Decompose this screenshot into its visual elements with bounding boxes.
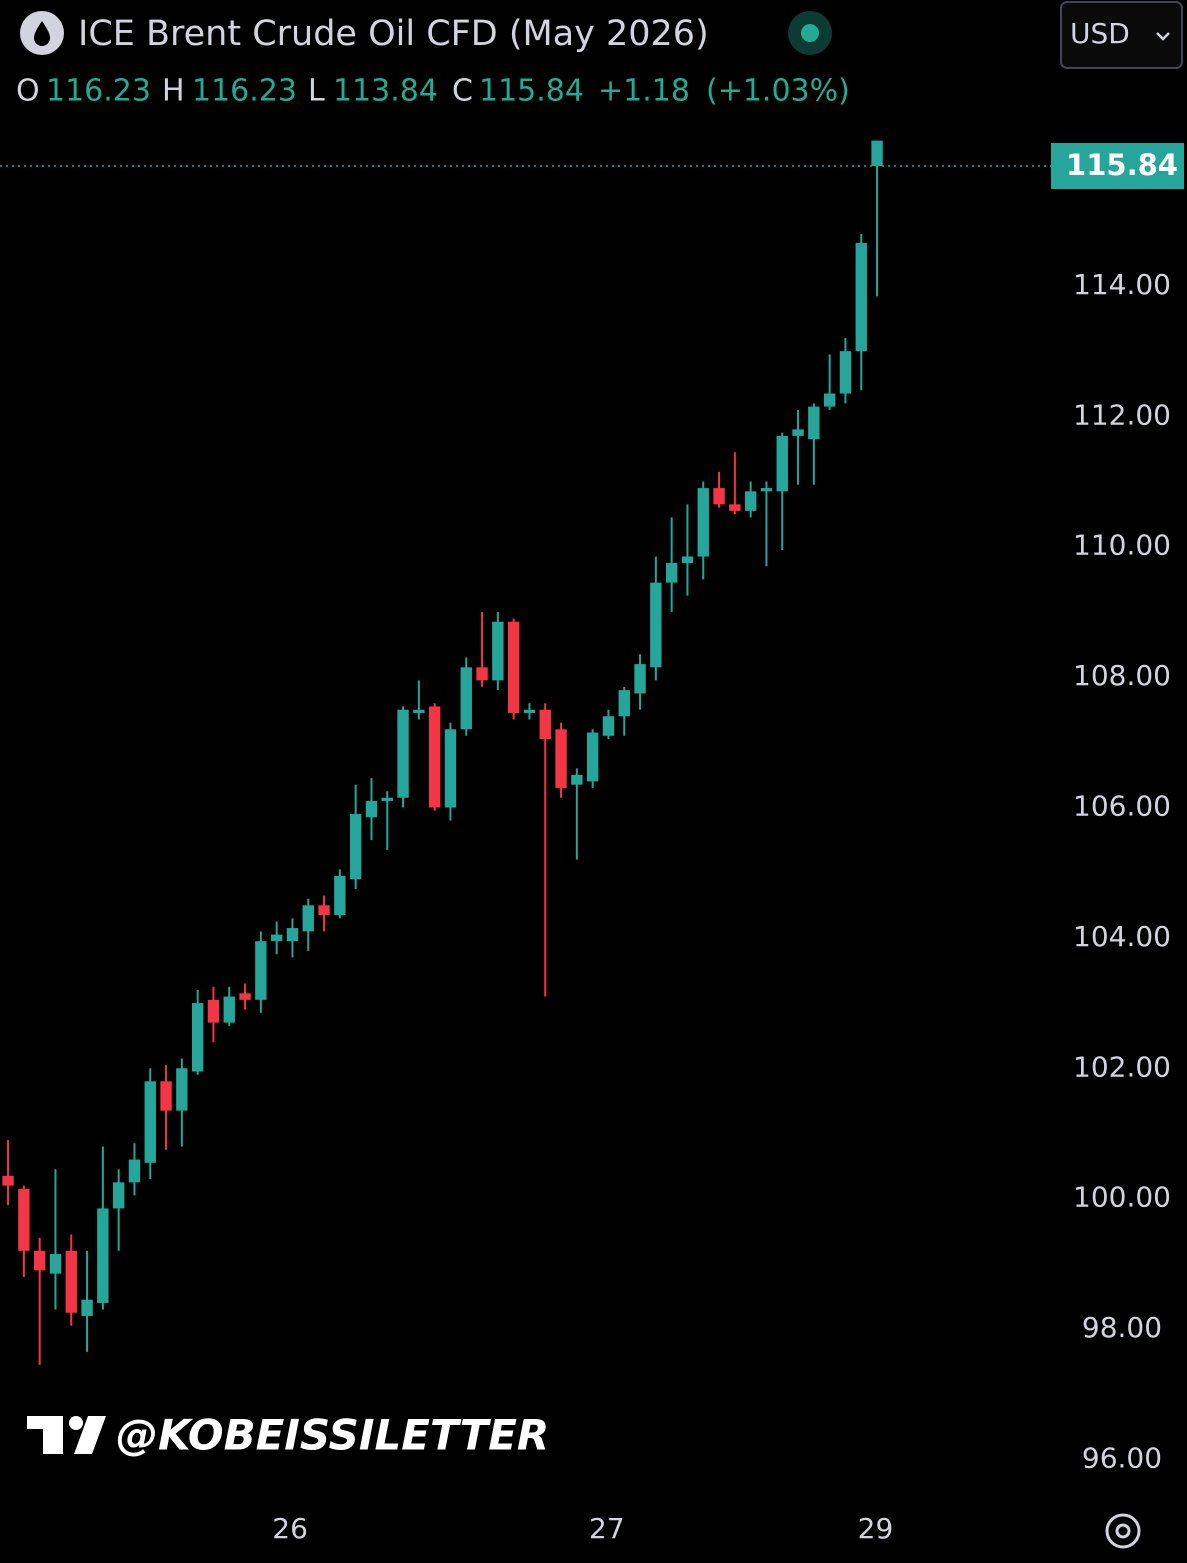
candle-body bbox=[286, 928, 299, 942]
candle-body bbox=[81, 1299, 93, 1316]
y-tick-label: 106.00 bbox=[1073, 790, 1171, 823]
close-value: 115.84 bbox=[479, 74, 584, 109]
tv-logo bbox=[27, 1416, 106, 1454]
candle-body bbox=[2, 1175, 14, 1186]
candle-body bbox=[744, 491, 757, 511]
candle-body bbox=[650, 582, 662, 668]
candle-body bbox=[302, 905, 314, 932]
candle-body bbox=[871, 140, 883, 167]
high-label: H bbox=[162, 74, 185, 109]
change: +1.18 bbox=[598, 74, 690, 109]
chart-title: ICE Brent Crude Oil CFD (May 2026) bbox=[78, 14, 709, 54]
candle-body bbox=[476, 667, 488, 681]
candle-body bbox=[729, 504, 741, 511]
candle-body bbox=[492, 621, 504, 681]
candle-body bbox=[112, 1182, 125, 1209]
candle-body bbox=[365, 800, 378, 818]
candle-body bbox=[665, 563, 678, 583]
candle-body bbox=[349, 814, 362, 880]
candle-body bbox=[381, 797, 393, 801]
candle-body bbox=[65, 1250, 77, 1313]
logo-part bbox=[43, 1416, 63, 1454]
watermark: @KOBEISSILETTER bbox=[116, 1411, 549, 1460]
candle-body bbox=[334, 875, 346, 916]
y-tick-label: 104.00 bbox=[1073, 920, 1171, 953]
candle-body bbox=[18, 1188, 30, 1251]
candle-body bbox=[191, 1003, 204, 1072]
candle-body bbox=[539, 709, 551, 740]
open-value: 116.23 bbox=[46, 74, 151, 109]
candle-body bbox=[823, 393, 836, 407]
candle-body bbox=[602, 716, 615, 736]
candle-body bbox=[586, 732, 599, 782]
candle-body bbox=[713, 488, 725, 505]
candle-body bbox=[128, 1159, 141, 1183]
logo-part bbox=[69, 1416, 83, 1430]
change-percent: (+1.03%) bbox=[706, 74, 850, 109]
currency-label[interactable]: USD bbox=[1070, 17, 1130, 50]
candle-body bbox=[255, 941, 267, 1000]
candle-body bbox=[523, 709, 536, 713]
candle-body bbox=[97, 1208, 109, 1303]
logo-part bbox=[74, 1416, 106, 1454]
y-tick-label: 114.00 bbox=[1073, 268, 1171, 301]
candle-body bbox=[507, 621, 520, 713]
low-label: L bbox=[308, 74, 325, 109]
last-price-tag bbox=[1051, 143, 1184, 190]
last-price-label: 115.84 bbox=[1066, 148, 1178, 182]
candle-body bbox=[792, 429, 804, 436]
candle-body bbox=[397, 709, 409, 798]
high-value: 116.23 bbox=[192, 74, 297, 109]
candle-body bbox=[144, 1081, 156, 1163]
candle-body bbox=[207, 999, 220, 1023]
y-tick-label: 102.00 bbox=[1073, 1050, 1171, 1083]
candle-body bbox=[413, 709, 425, 713]
candle-body bbox=[444, 729, 457, 808]
candle-body bbox=[176, 1068, 188, 1111]
open-label: O bbox=[16, 74, 40, 109]
x-tick-label: 29 bbox=[858, 1512, 894, 1545]
candle-body bbox=[460, 667, 472, 730]
dropdown-arrow bbox=[1156, 32, 1170, 41]
settings-icon[interactable] bbox=[1105, 1513, 1141, 1549]
close-label: C bbox=[452, 74, 473, 109]
currency-button[interactable] bbox=[1060, 1, 1183, 69]
candle-body bbox=[33, 1250, 46, 1271]
candle-body bbox=[160, 1081, 172, 1111]
candle-body bbox=[571, 774, 583, 785]
y-tick-label: 100.00 bbox=[1073, 1181, 1171, 1214]
candle-body bbox=[618, 690, 630, 717]
candle-body bbox=[855, 242, 867, 352]
candle-body bbox=[760, 488, 773, 492]
y-tick-label: 98.00 bbox=[1082, 1311, 1162, 1344]
candle-body bbox=[428, 706, 441, 808]
candle-body bbox=[634, 664, 646, 694]
y-tick-label: 110.00 bbox=[1073, 529, 1171, 562]
gear-outer bbox=[1105, 1513, 1141, 1549]
y-tick-label: 108.00 bbox=[1073, 659, 1171, 692]
candle-body bbox=[808, 406, 820, 440]
gear-inner bbox=[1115, 1523, 1131, 1539]
candle-body bbox=[697, 488, 709, 557]
candle-body bbox=[839, 351, 852, 394]
low-value: 113.84 bbox=[333, 74, 438, 109]
status-dot bbox=[801, 24, 819, 42]
candle-body bbox=[681, 556, 694, 564]
drop-icon bbox=[34, 21, 50, 46]
candle-body bbox=[555, 729, 567, 788]
x-tick-label: 27 bbox=[589, 1512, 625, 1545]
candle-body bbox=[223, 996, 235, 1023]
candle-body bbox=[776, 435, 788, 492]
ohlc-legend: O 116.23 H 116.23 L 113.84 C 115.84 +1.1… bbox=[16, 74, 850, 109]
y-tick-label: 112.00 bbox=[1073, 398, 1171, 431]
x-tick-label: 26 bbox=[272, 1512, 308, 1545]
candle-body bbox=[49, 1254, 62, 1274]
candle-body bbox=[239, 993, 251, 1000]
candle-body bbox=[318, 905, 330, 916]
y-tick-label: 96.00 bbox=[1082, 1441, 1162, 1474]
candle-body bbox=[270, 934, 283, 942]
